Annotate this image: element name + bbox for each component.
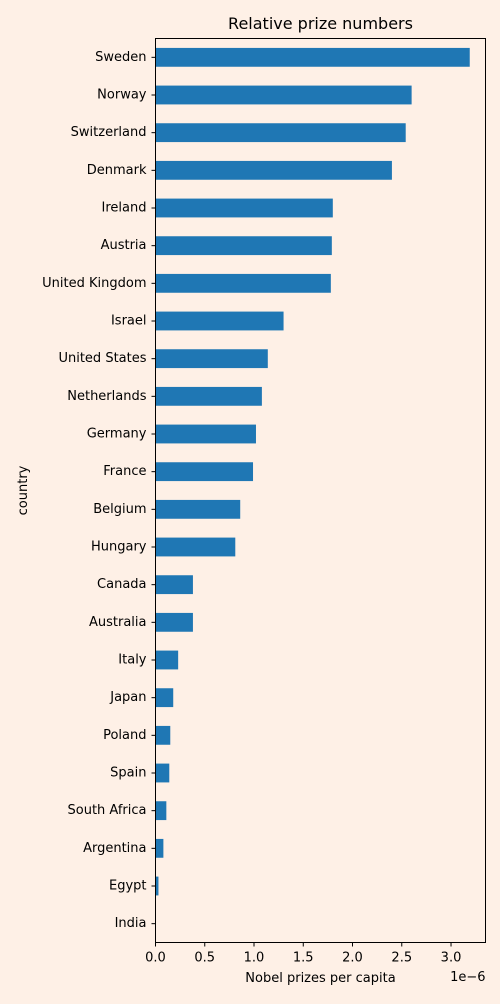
bars-group (156, 48, 470, 933)
y-tick-label: Japan (109, 690, 146, 705)
y-tick-label: Argentina (83, 841, 146, 856)
x-axis-scale-offset: 1e−6 (450, 970, 485, 985)
bar-canada (156, 575, 193, 594)
x-axis-label: Nobel prizes per capita (245, 971, 395, 986)
y-tick-label: Israel (111, 314, 147, 329)
x-tick-label: 3.0 (441, 951, 462, 966)
bar-sweden (156, 48, 470, 67)
bar-france (156, 462, 254, 481)
y-tick-label: Netherlands (67, 389, 146, 404)
y-tick-label: Hungary (91, 540, 147, 555)
y-tick-label: United States (58, 351, 146, 366)
y-axis-label: country (16, 465, 31, 515)
x-axis-ticks: 0.0 0.5 1.0 1.5 2.0 2.5 3.0 (145, 943, 461, 966)
bar-australia (156, 613, 193, 632)
bar-japan (156, 688, 174, 707)
y-tick-label: United Kingdom (42, 276, 146, 291)
x-tick-label: 1.0 (244, 951, 265, 966)
bar-italy (156, 651, 179, 670)
y-tick-label: Belgium (93, 502, 146, 517)
x-tick-label: 0.0 (145, 951, 166, 966)
bar-switzerland (156, 123, 406, 142)
bar-south-africa (156, 801, 167, 820)
bar-germany (156, 425, 256, 444)
bar-denmark (156, 161, 392, 180)
bar-hungary (156, 538, 236, 557)
bar-israel (156, 312, 284, 331)
x-tick-label: 2.5 (391, 951, 412, 966)
y-tick-label: France (103, 464, 146, 479)
y-tick-label: Italy (118, 653, 147, 668)
bar-norway (156, 86, 412, 105)
bar-spain (156, 764, 170, 783)
y-tick-label: Germany (87, 427, 147, 442)
y-tick-label: Ireland (102, 201, 147, 216)
chart-title: Relative prize numbers (228, 14, 413, 33)
y-tick-label: South Africa (68, 803, 147, 818)
bar-united-kingdom (156, 274, 331, 293)
bar-netherlands (156, 387, 262, 406)
y-tick-label: Austria (101, 238, 147, 253)
y-tick-label: India (115, 916, 147, 931)
y-tick-label: Canada (97, 577, 146, 592)
x-tick-label: 1.5 (293, 951, 314, 966)
x-tick-label: 2.0 (342, 951, 363, 966)
y-tick-label: Switzerland (71, 125, 147, 140)
bar-argentina (156, 839, 164, 858)
y-tick-label: Denmark (87, 163, 147, 178)
y-tick-label: Australia (89, 615, 147, 630)
bar-united-states (156, 349, 268, 368)
bar-ireland (156, 199, 333, 218)
y-tick-label: Spain (110, 766, 146, 781)
y-tick-label: Poland (103, 728, 146, 743)
bar-poland (156, 726, 171, 745)
bar-austria (156, 236, 332, 255)
x-tick-label: 0.5 (194, 951, 215, 966)
y-axis-ticks: Sweden Norway Switzerland Denmark Ireland Aus… (42, 50, 155, 931)
y-tick-label: Sweden (95, 50, 146, 65)
y-tick-label: Norway (97, 88, 147, 103)
y-tick-label: Egypt (109, 879, 147, 894)
bar-belgium (156, 500, 241, 519)
